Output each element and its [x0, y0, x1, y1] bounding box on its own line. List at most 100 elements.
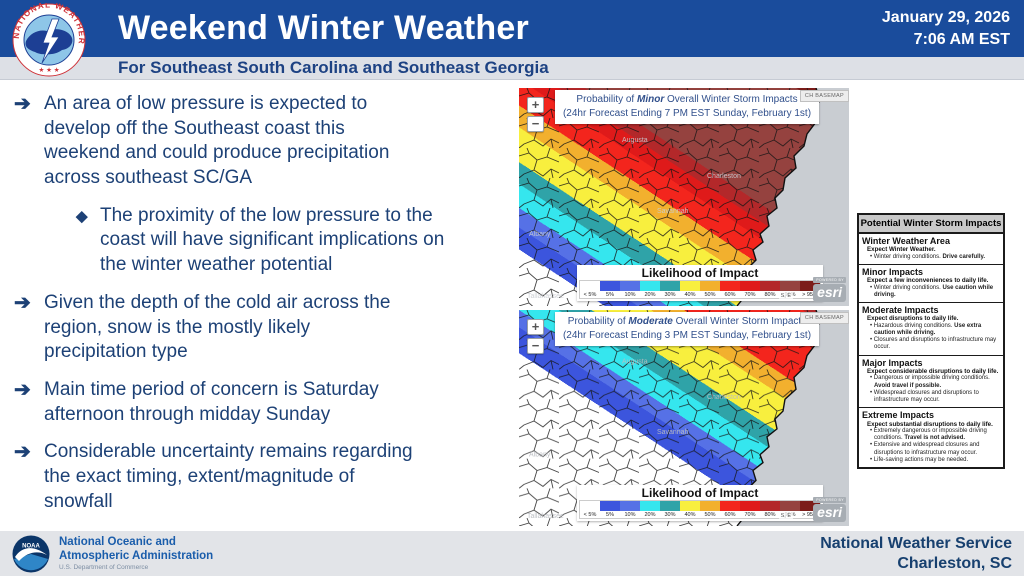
map-attribution: S, E — [778, 292, 793, 300]
legend-title: Likelihood of Impact — [641, 485, 759, 500]
impact-bullet: • Life-saving actions may be needed. — [870, 456, 969, 463]
impact-likelihood-legend: Likelihood of Impact < 5% 5% 10% 20% 30% 40% 5… — [577, 484, 823, 521]
legend-swatch: 30% — [660, 281, 680, 298]
impacts-panel-body: Winter Weather Area Expect Winter Weather… — [859, 234, 1003, 467]
office-line1: National Weather Service — [820, 534, 1012, 552]
legend-swatch: 60% — [720, 281, 740, 298]
issue-time: 7:06 AM EST — [913, 30, 1010, 48]
legend-swatch: 30% — [660, 501, 680, 518]
legend-swatch: > 95% — [800, 281, 820, 298]
powered-by-label: POWERED BY — [813, 277, 846, 283]
legend-swatch: 70% — [740, 501, 760, 518]
city-label: Savannah — [657, 208, 689, 215]
impact-section-lead: Expect disruptions to daily life. — [867, 315, 959, 323]
map-minor-title-emphasis: Minor — [637, 94, 665, 105]
legend-swatch: < 5% — [580, 501, 600, 518]
legend-color-bar: < 5%5%10%20%30%40%50%60%70%80%90%> 95% — [579, 500, 821, 519]
impact-bullet: • Extremely dangerous or impossible driv… — [870, 427, 987, 442]
potential-impacts-panel: Potential Winter Storm Impacts Winter We… — [857, 213, 1005, 469]
legend-swatch: 80% — [760, 281, 780, 298]
legend-swatch: 40% — [680, 501, 700, 518]
city-label: Tallahassee — [527, 293, 564, 300]
impacts-panel-title: Potential Winter Storm Impacts — [859, 215, 1003, 234]
map-minor-title-line2: (24hr Forecast Ending 7 PM EST Sunday, F… — [562, 107, 812, 119]
zoom-in-button[interactable]: + — [527, 97, 544, 113]
legend-swatch: 5% — [600, 501, 620, 518]
legend-swatch: 50% — [700, 501, 720, 518]
zoom-out-button[interactable]: − — [527, 338, 544, 354]
city-label: Augusta — [622, 137, 648, 144]
maps-column: Augusta Charleston Savannah Albany Talla… — [519, 88, 849, 526]
zoom-out-button[interactable]: − — [527, 116, 544, 132]
legend-swatch: > 95% — [800, 501, 820, 518]
sub-bullet-item: ◆ The proximity of the low pressure to th… — [72, 204, 515, 278]
impact-section: Minor Impacts Expect a few inconveniences… — [859, 263, 1003, 302]
legend-title: Likelihood of Impact — [641, 265, 759, 280]
svg-text:NOAA: NOAA — [22, 543, 40, 549]
bullet-item: ➔ Main time period of concern is Saturday… — [10, 378, 515, 427]
bullet-item: ➔ An area of low pressure is expected to … — [10, 92, 515, 191]
bullet-text: The proximity of the low pressure to the… — [100, 204, 445, 276]
office-name: National Weather Service Charleston, SC — [820, 534, 1012, 574]
impact-section-lead: Expect a few inconveniences to daily lif… — [867, 277, 989, 285]
svg-text:★ ★ ★: ★ ★ ★ — [38, 66, 59, 74]
map-zoom-control: + − — [527, 319, 544, 357]
map-moderate-title-line2: (24hr Forecast Ending 3 PM EST Sunday, F… — [562, 329, 812, 341]
switch-basemap-button[interactable]: CH BASEMAP — [799, 90, 849, 102]
map-zoom-control: + − — [527, 97, 544, 135]
bullet-text: Main time period of concern is Saturday … — [44, 378, 379, 425]
powered-by-label: POWERED BY — [813, 497, 846, 503]
arrow-bullet-icon: ➔ — [14, 93, 31, 115]
legend-swatch: 10% — [620, 281, 640, 298]
impact-bullet: • Dangerous or impossible driving condit… — [870, 375, 990, 389]
agency-line1: National Oceanic and — [59, 535, 176, 548]
legend-swatch: 20% — [640, 501, 660, 518]
arrow-bullet-icon: ➔ — [14, 441, 31, 464]
switch-basemap-button[interactable]: CH BASEMAP — [799, 312, 849, 324]
legend-swatch: 5% — [600, 281, 620, 298]
agency-name: National Oceanic and Atmospheric Adminis… — [59, 536, 213, 572]
issue-datetime: January 29, 2026 7:06 AM EST — [882, 7, 1010, 50]
impact-bullet: • Hazardous driving conditions. Use extr… — [870, 322, 982, 337]
agency-line2: Atmospheric Administration — [59, 549, 214, 562]
legend-swatch: 40% — [680, 281, 700, 298]
impact-section-lead: Expect Winter Weather. — [867, 246, 936, 254]
bullet-text: An area of low pressure is expected to d… — [44, 93, 390, 189]
map-attribution: S, E — [778, 512, 793, 520]
esri-logo: POWERED BY esri — [813, 497, 846, 522]
city-label: Tallahassee — [527, 513, 564, 520]
esri-logo: POWERED BY esri — [813, 277, 846, 302]
legend-swatch: 70% — [740, 281, 760, 298]
impact-section: Winter Weather Area Expect Winter Weather… — [859, 234, 1003, 264]
map-moderate-title: Probability of Moderate Overall Winter S… — [555, 312, 819, 346]
agency-subtext: U.S. Department of Commerce — [59, 564, 149, 572]
impact-section: Major Impacts Expect considerable disrupt… — [859, 354, 1003, 408]
arrow-bullet-icon: ➔ — [14, 291, 31, 314]
impact-section-heading: Major Impacts — [862, 357, 923, 368]
noaa-logo-icon: NOAA — [12, 535, 50, 572]
diamond-bullet-icon: ◆ — [76, 207, 88, 225]
map-moderate-title-emphasis: Moderate — [628, 316, 673, 327]
footer-bar: NOAA National Oceanic and Atmospheric Ad… — [0, 531, 1024, 576]
impact-section-lead: Expect substantial disruptions to daily … — [867, 420, 993, 428]
map-minor-title: Probability of Minor Overall Winter Stor… — [555, 90, 819, 124]
map-minor-impacts: Augusta Charleston Savannah Albany Talla… — [519, 88, 849, 306]
bullet-item: ➔ Considerable uncertainty remains regard… — [10, 440, 515, 514]
city-label: Charleston — [707, 394, 741, 401]
impact-bullet: • Closures and disruptions to infrastruc… — [870, 337, 997, 351]
impact-section-heading: Extreme Impacts — [862, 410, 935, 421]
impact-bullet: • Extensive and widespread closures and … — [870, 442, 980, 456]
legend-swatch: 10% — [620, 501, 640, 518]
city-label: Augusta — [622, 359, 648, 366]
legend-swatch: 20% — [640, 281, 660, 298]
impact-bullet: • Widespread closures and disruptions to… — [870, 389, 979, 403]
arrow-bullet-icon: ➔ — [14, 378, 31, 401]
impact-section-heading: Minor Impacts — [862, 266, 924, 277]
legend-swatch: 50% — [700, 281, 720, 298]
city-label: Charleston — [707, 173, 741, 180]
page-subtitle: For Southeast South Carolina and Southea… — [118, 58, 549, 77]
legend-swatch: 60% — [720, 501, 740, 518]
impact-section-heading: Moderate Impacts — [862, 305, 939, 316]
zoom-in-button[interactable]: + — [527, 319, 544, 335]
